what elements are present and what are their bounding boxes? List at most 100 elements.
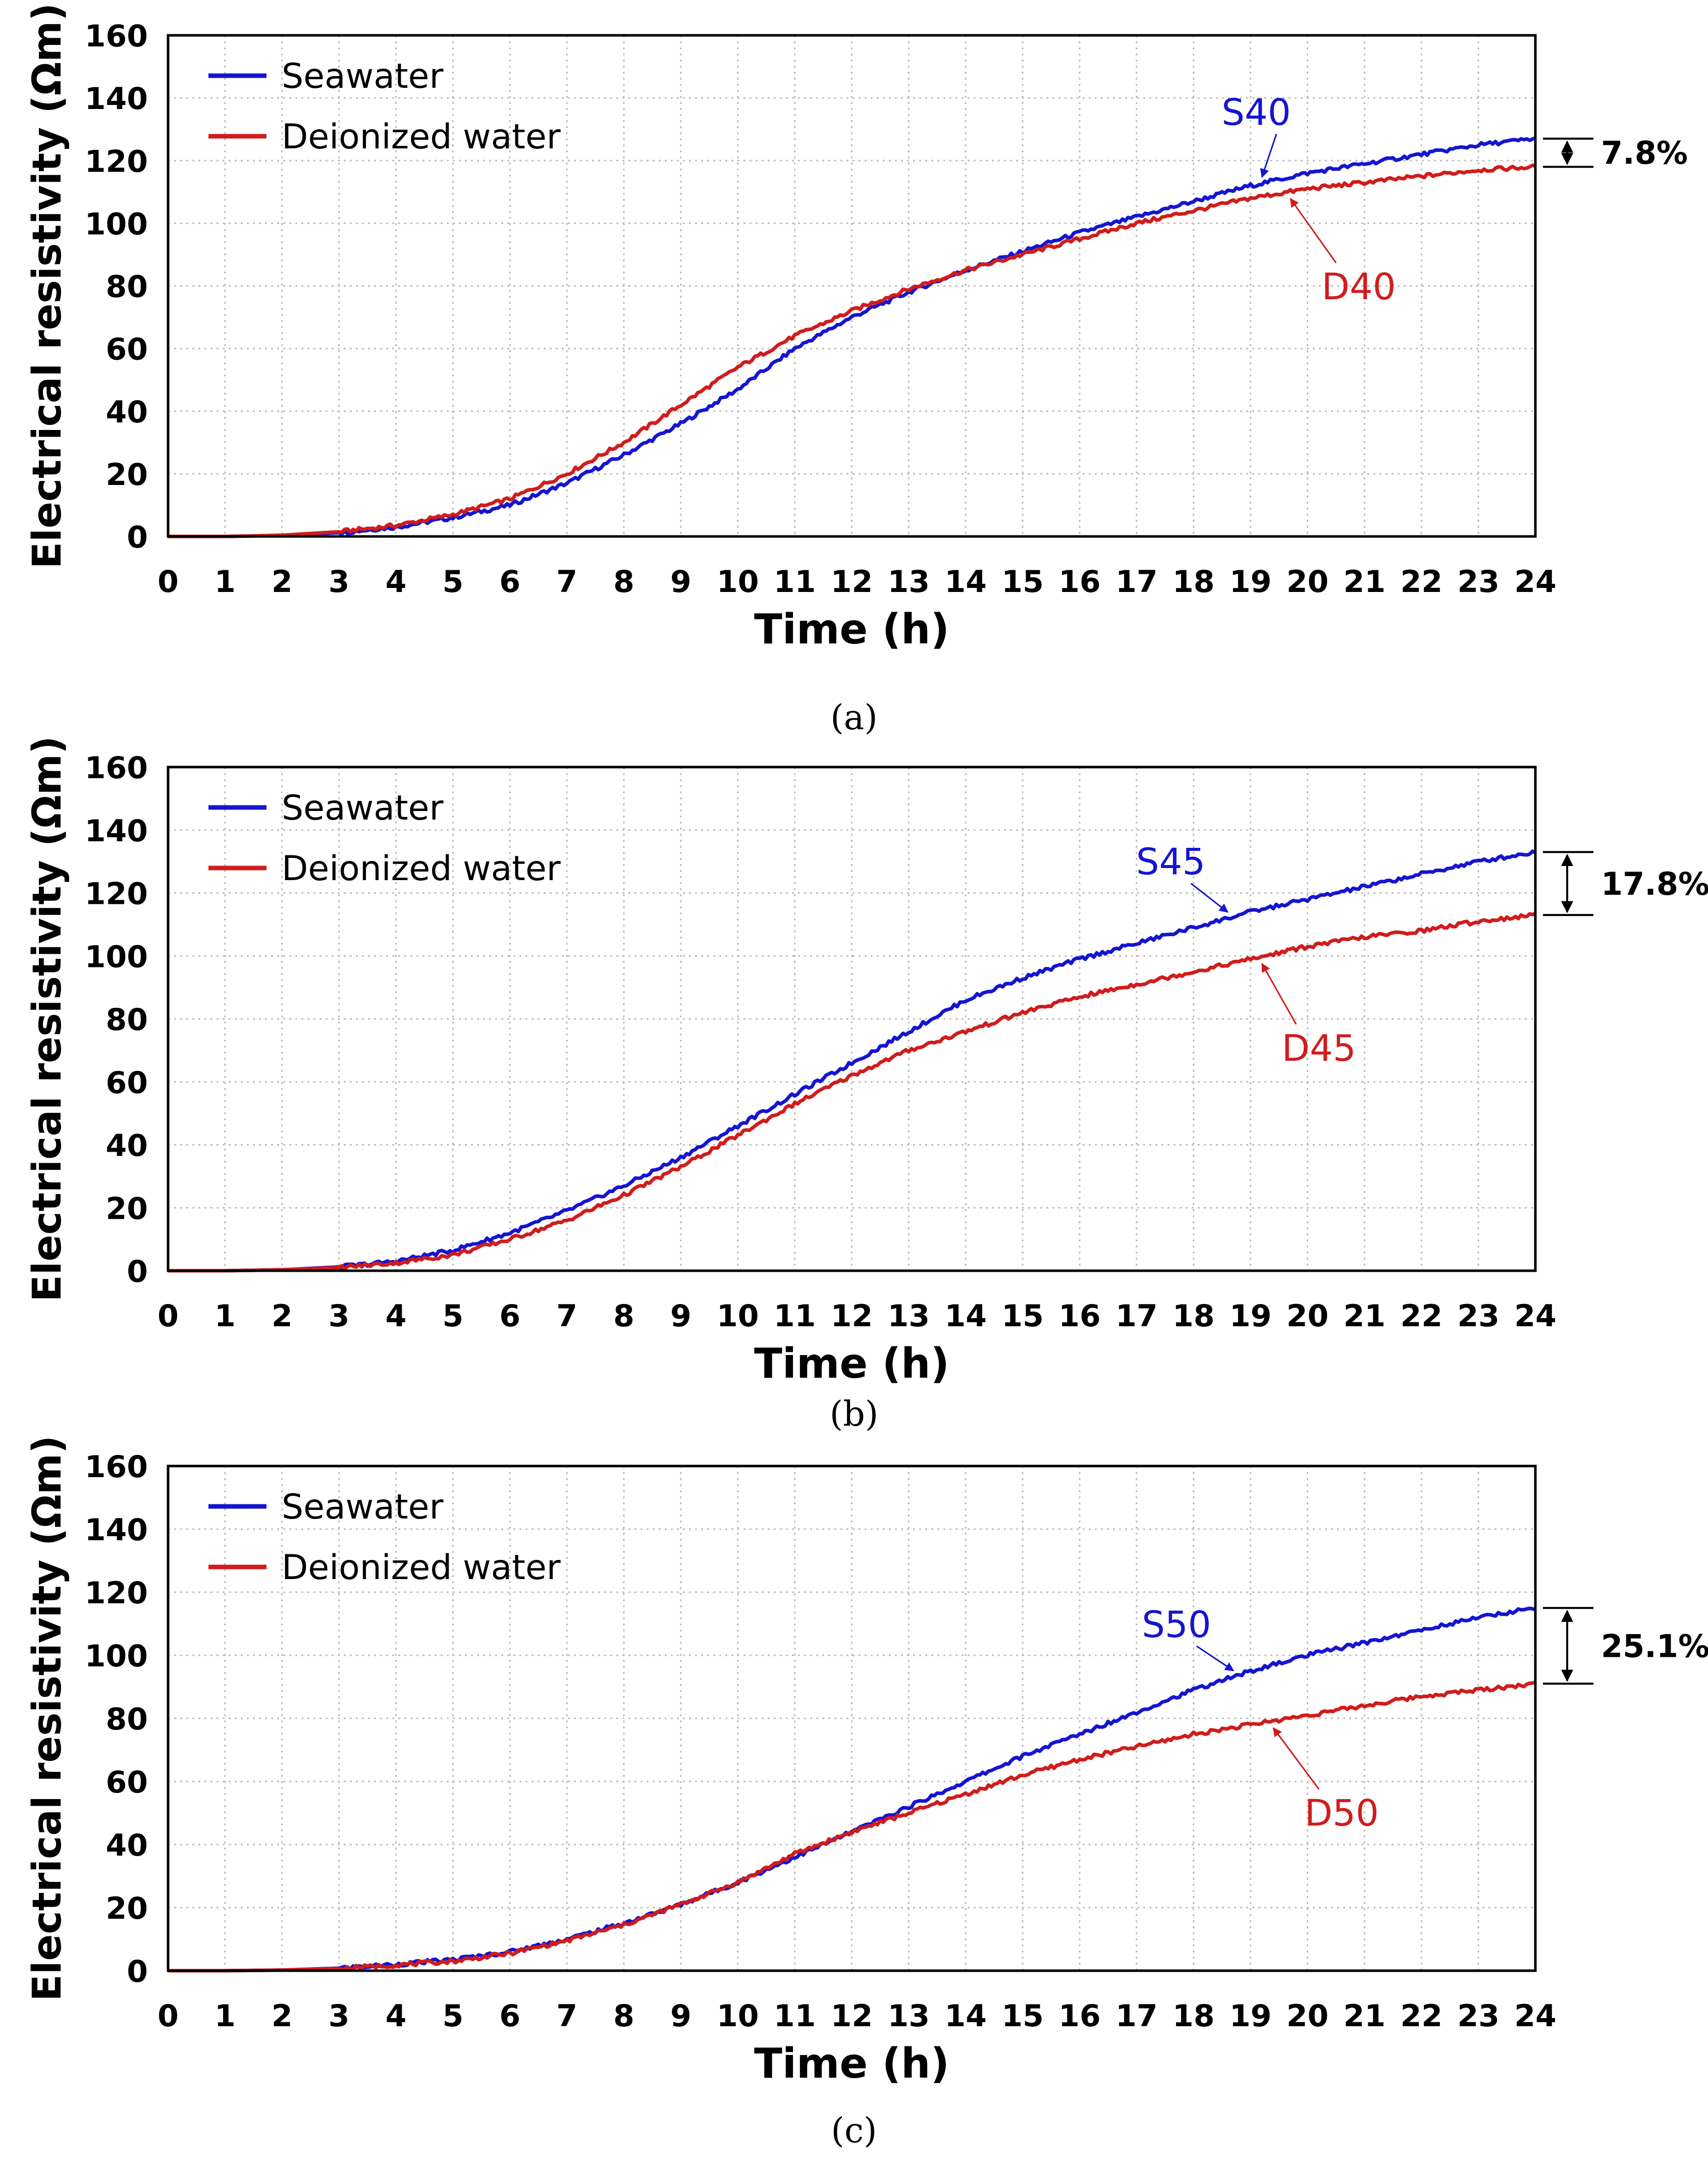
y-tick-label: 20 [106,1891,148,1926]
x-tick-label: 10 [717,1998,759,2034]
y-axis-title: Electrical resistivity (Ωm) [25,3,70,569]
x-axis-title: Time (h) [754,2040,949,2088]
x-tick-label: 24 [1514,564,1557,600]
x-tick-label: 7 [556,564,577,600]
x-tick-label: 23 [1457,564,1500,600]
x-tick-label: 4 [386,1998,407,2034]
annotation-label-seawater: S45 [1136,841,1205,883]
x-tick-label: 17 [1115,1298,1158,1334]
x-tick-label: 24 [1514,1998,1557,2034]
x-tick-label: 20 [1287,1298,1329,1334]
x-tick-label: 7 [556,1298,577,1334]
y-tick-label: 40 [106,1128,148,1164]
x-tick-label: 13 [888,1298,930,1334]
legend-label-deionized: Deionized water [282,1548,561,1588]
annotation-arrow-deionized [1261,962,1297,1025]
x-tick-label: 4 [386,564,407,600]
x-tick-label: 10 [717,564,759,600]
annotation-label-seawater: S50 [1142,1603,1211,1646]
x-tick-label: 15 [1001,564,1044,600]
x-tick-label: 2 [272,1298,293,1334]
x-tick-label: 6 [499,564,520,600]
legend-label-deionized: Deionized water [282,117,561,157]
y-tick-label: 20 [106,457,148,493]
annotation-arrow-deionized [1272,1727,1320,1790]
x-tick-label: 21 [1344,1298,1386,1334]
x-tick-label: 17 [1115,1998,1158,2034]
x-tick-label: 18 [1172,1298,1215,1334]
x-tick-label: 1 [215,1298,236,1334]
legend-label-seawater: Seawater [282,57,443,96]
y-tick-label: 80 [106,269,148,305]
x-tick-label: 6 [499,1998,520,2034]
y-tick-label: 60 [106,1065,148,1101]
x-tick-label: 22 [1401,564,1443,600]
legend-label-seawater: Seawater [282,788,443,828]
x-tick-label: 22 [1401,1298,1443,1334]
y-tick-label: 60 [106,1765,148,1800]
x-tick-label: 9 [670,1298,691,1334]
x-tick-label: 5 [443,1298,464,1334]
legend-label-deionized: Deionized water [282,849,561,889]
x-tick-label: 1 [215,1998,236,2034]
difference-label: 7.8% [1601,135,1688,172]
x-tick-label: 13 [888,1998,930,2034]
x-tick-label: 18 [1172,564,1215,600]
y-tick-label: 120 [85,877,148,912]
x-tick-label: 14 [945,1298,987,1334]
x-tick-label: 21 [1344,564,1386,600]
x-tick-label: 19 [1230,564,1272,600]
x-tick-label: 11 [774,1998,816,2034]
difference-label: 25.1% [1601,1628,1708,1664]
x-tick-label: 6 [499,1298,520,1334]
legend-label-seawater: Seawater [282,1487,443,1527]
y-tick-label: 100 [85,939,148,974]
y-tick-label: 0 [127,1954,148,1989]
y-tick-label: 160 [85,19,148,54]
y-tick-label: 100 [85,206,148,242]
difference-label: 17.8% [1601,865,1708,902]
series-line-seawater [168,136,1536,538]
x-tick-label: 9 [670,1998,691,2034]
x-tick-label: 24 [1514,1298,1557,1334]
x-tick-label: 20 [1287,1998,1329,2034]
y-tick-label: 140 [85,814,148,849]
annotation-arrow-seawater [1196,1645,1235,1671]
x-tick-label: 8 [613,1998,634,2034]
x-tick-label: 12 [831,1298,873,1334]
x-tick-label: 14 [945,1998,987,2034]
x-tick-label: 23 [1457,1298,1500,1334]
x-tick-label: 7 [556,1998,577,2034]
x-tick-label: 0 [157,1298,179,1334]
x-tick-label: 19 [1230,1298,1272,1334]
x-tick-label: 21 [1344,1998,1386,2034]
plot-frame [167,34,1537,538]
x-tick-label: 8 [613,564,634,600]
x-tick-label: 16 [1058,564,1101,600]
x-tick-label: 3 [329,1998,350,2034]
y-tick-label: 120 [85,1576,148,1611]
x-tick-label: 14 [945,564,987,600]
x-tick-label: 1 [215,564,236,600]
annotation-label-deionized: D45 [1282,1027,1356,1069]
plot-frame [167,766,1537,1272]
annotation-arrow-seawater [1190,883,1229,913]
x-tick-label: 19 [1230,1998,1272,2034]
annotation-arrow-seawater [1260,133,1277,178]
y-tick-label: 40 [106,395,148,430]
y-tick-label: 80 [106,1702,148,1737]
x-tick-label: 15 [1001,1298,1044,1334]
y-axis-title: Electrical resistivity (Ωm) [25,1435,70,2001]
y-tick-label: 160 [85,1449,148,1485]
x-tick-label: 23 [1457,1998,1500,2034]
plot-frame [167,1465,1537,1972]
x-tick-label: 22 [1401,1998,1443,2034]
y-tick-label: 140 [85,1512,148,1548]
x-tick-label: 18 [1172,1998,1215,2034]
x-tick-label: 12 [831,1998,873,2034]
series-line-deionized [168,163,1536,538]
x-tick-label: 20 [1287,564,1329,600]
annotation-label-deionized: D40 [1322,265,1396,308]
